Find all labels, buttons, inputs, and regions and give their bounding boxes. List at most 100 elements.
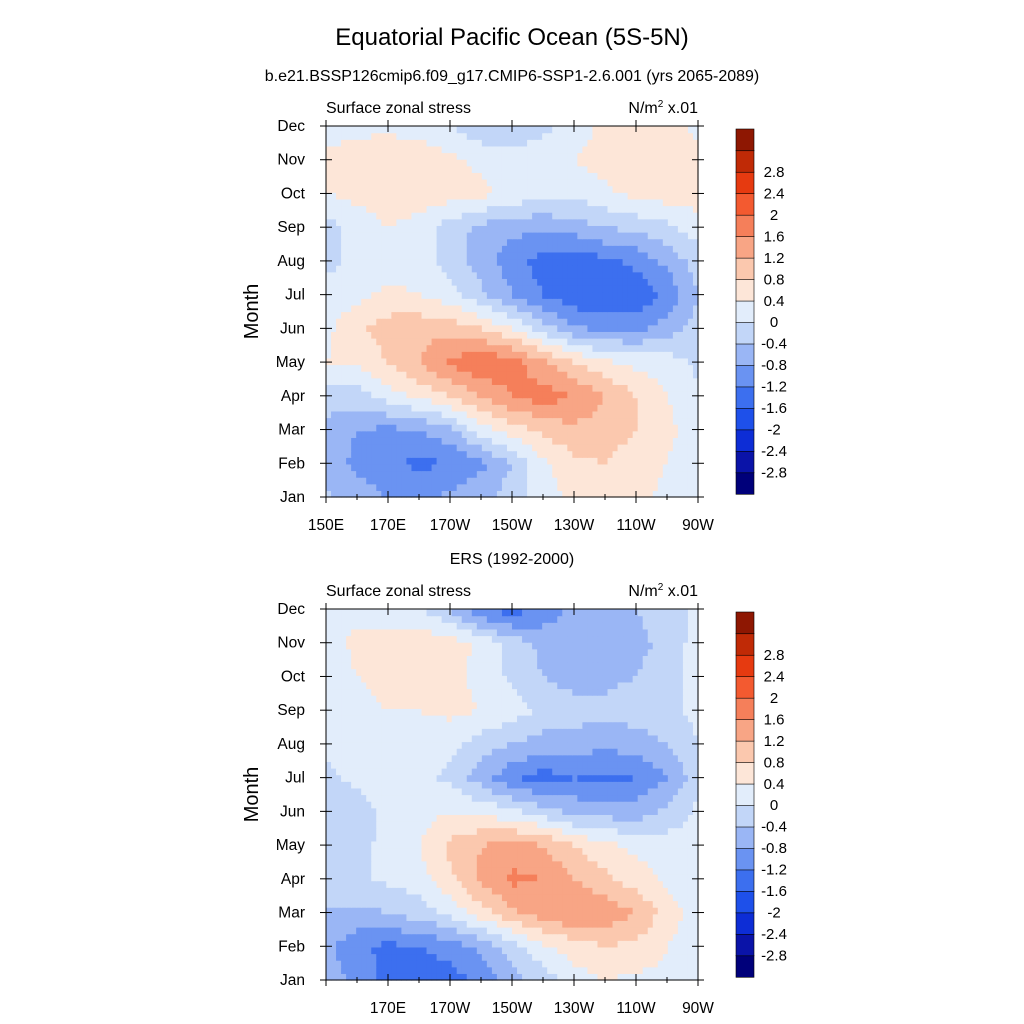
contour-cell <box>416 960 423 968</box>
contour-cell <box>672 973 679 981</box>
contour-cell <box>647 192 654 200</box>
contour-cell <box>547 397 553 405</box>
contour-cell <box>476 298 483 306</box>
contour-cell <box>396 490 403 498</box>
contour-cell <box>446 338 453 346</box>
contour-cell <box>491 271 498 279</box>
contour-cell <box>692 371 699 379</box>
contour-cell <box>336 251 342 260</box>
contour-cell <box>381 457 387 465</box>
contour-cell <box>371 172 377 180</box>
contour-cell <box>522 430 528 438</box>
contour-cell <box>431 271 438 279</box>
contour-cell <box>512 973 518 981</box>
contour-cell <box>662 331 669 339</box>
contour-cell <box>527 437 533 445</box>
contour-cell <box>657 265 664 273</box>
contour-cell <box>632 913 639 921</box>
contour-cell <box>622 331 629 339</box>
contour-cell <box>491 218 498 226</box>
contour-cell <box>446 946 453 955</box>
contour-cell <box>602 238 609 246</box>
contour-cell <box>336 437 342 445</box>
contour-cell <box>692 205 699 213</box>
contour-cell <box>396 271 403 279</box>
contour-cell <box>361 973 367 981</box>
contour-cell <box>597 410 604 419</box>
contour-cell <box>471 145 478 154</box>
contour-cell <box>386 245 392 253</box>
contour-cell <box>647 417 654 425</box>
contour-cell <box>512 364 518 372</box>
contour-cell <box>652 245 659 253</box>
contour-cell <box>577 477 583 485</box>
contour-cell <box>396 218 403 226</box>
contour-cell <box>466 212 473 220</box>
contour-cell <box>436 351 443 359</box>
contour-cell <box>552 933 558 941</box>
contour-cell <box>446 291 453 299</box>
contour-cell <box>331 913 337 921</box>
contour-cell <box>456 331 463 339</box>
contour-cell <box>496 159 503 167</box>
contour-cell <box>486 927 493 935</box>
contour-cell <box>667 238 674 246</box>
contour-cell <box>537 417 543 425</box>
contour-cell <box>346 145 352 154</box>
contour-cell <box>371 477 377 485</box>
contour-cell <box>582 145 589 154</box>
contour-cell <box>552 285 558 293</box>
contour-cell <box>662 463 669 472</box>
contour-cell <box>557 318 563 326</box>
contour-cell <box>396 391 403 399</box>
contour-cell <box>512 265 518 273</box>
contour-cell <box>552 463 558 472</box>
contour-cell <box>326 364 332 372</box>
contour-cell <box>411 205 418 213</box>
contour-cell <box>351 477 357 485</box>
contour-cell <box>637 933 644 941</box>
contour-cell <box>662 953 669 961</box>
contour-cell <box>602 364 609 372</box>
contour-cell <box>622 159 629 167</box>
contour-cell <box>401 344 408 352</box>
contour-cell <box>421 238 428 246</box>
contour-cell <box>627 946 634 955</box>
contour-cell <box>662 384 669 392</box>
contour-cell <box>662 278 669 286</box>
contour-cell <box>456 245 463 253</box>
contour-cell <box>672 410 679 419</box>
contour-cell <box>371 198 377 207</box>
contour-cell <box>647 245 654 253</box>
contour-cell <box>436 404 443 412</box>
contour-cell <box>537 185 543 193</box>
contour-cell <box>376 913 382 921</box>
contour-cell <box>532 344 538 352</box>
contour-cell <box>486 463 493 472</box>
contour-cell <box>401 444 408 452</box>
contour-cell <box>637 304 644 313</box>
contour-cell <box>657 185 664 193</box>
contour-cell <box>456 198 463 207</box>
contour-cell <box>612 265 619 273</box>
contour-cell <box>557 324 563 332</box>
contour-cell <box>446 205 453 213</box>
contour-cell <box>647 298 654 306</box>
contour-cell <box>542 291 548 299</box>
contour-cell <box>627 258 634 266</box>
contour-cell <box>582 251 589 260</box>
contour-cell <box>617 490 624 498</box>
contour-cell <box>582 371 589 379</box>
contour-cell <box>341 457 347 465</box>
contour-cell <box>557 265 563 273</box>
contour-cell <box>627 331 634 339</box>
contour-cell <box>406 483 413 491</box>
contour-cell <box>361 179 367 187</box>
contour-cell <box>617 232 624 240</box>
contour-cell <box>371 940 377 948</box>
contour-cell <box>542 152 548 160</box>
contour-cell <box>622 450 629 458</box>
contour-cell <box>406 424 413 432</box>
contour-cell <box>386 404 392 412</box>
contour-cell <box>346 331 352 339</box>
